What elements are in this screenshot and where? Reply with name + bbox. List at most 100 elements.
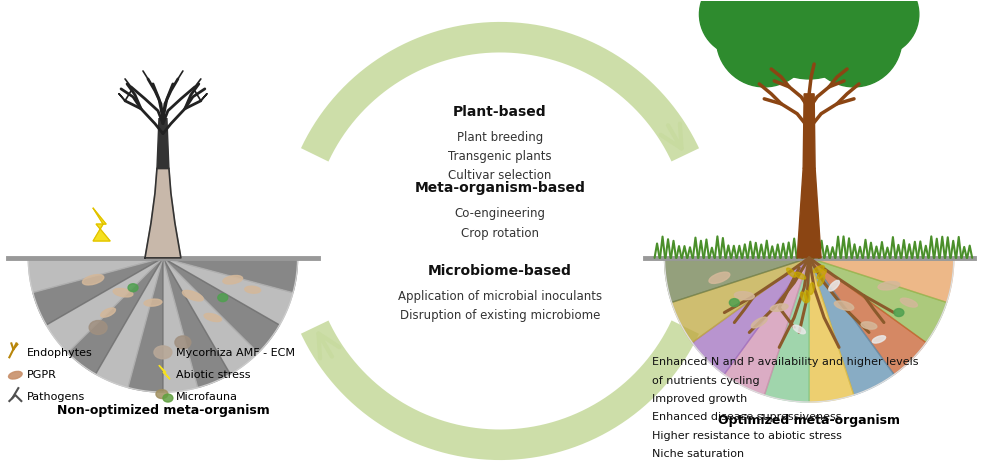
Ellipse shape <box>751 317 767 328</box>
Text: Enhanced disease supressiveness: Enhanced disease supressiveness <box>652 413 841 423</box>
Polygon shape <box>159 365 170 379</box>
Text: of nutrients cycling: of nutrients cycling <box>652 376 759 386</box>
Ellipse shape <box>878 281 900 290</box>
Text: Niche saturation: Niche saturation <box>652 449 744 459</box>
Polygon shape <box>28 258 163 293</box>
Polygon shape <box>163 258 298 293</box>
Circle shape <box>716 0 812 87</box>
Polygon shape <box>665 258 809 302</box>
Text: Endophytes: Endophytes <box>27 348 93 358</box>
Ellipse shape <box>829 280 839 291</box>
Circle shape <box>835 0 919 56</box>
Polygon shape <box>809 258 854 402</box>
Ellipse shape <box>154 346 172 359</box>
Text: Mycorhiza AMF - ECM: Mycorhiza AMF - ECM <box>176 348 295 358</box>
Ellipse shape <box>834 301 854 310</box>
Ellipse shape <box>175 336 191 349</box>
Ellipse shape <box>163 394 173 402</box>
Circle shape <box>764 0 854 20</box>
Polygon shape <box>68 258 163 374</box>
Ellipse shape <box>770 304 788 311</box>
Text: Application of microbial inoculants: Application of microbial inoculants <box>398 290 602 303</box>
Text: Plant breeding: Plant breeding <box>457 130 543 144</box>
Polygon shape <box>157 119 169 169</box>
Ellipse shape <box>734 292 754 300</box>
Circle shape <box>699 0 783 56</box>
Polygon shape <box>93 208 110 241</box>
Text: Enhanced N and P availability and higher levels: Enhanced N and P availability and higher… <box>652 357 918 367</box>
Ellipse shape <box>128 284 138 292</box>
Ellipse shape <box>729 298 739 307</box>
Text: Higher resistance to abiotic stress: Higher resistance to abiotic stress <box>652 431 841 441</box>
Text: Pathogens: Pathogens <box>27 392 86 402</box>
Ellipse shape <box>113 288 133 297</box>
Polygon shape <box>724 258 809 395</box>
Circle shape <box>796 0 872 2</box>
Text: Co-engineering: Co-engineering <box>455 207 546 220</box>
Ellipse shape <box>182 290 203 301</box>
Ellipse shape <box>900 298 917 307</box>
Polygon shape <box>128 258 163 392</box>
Text: Non-optimized meta-organism: Non-optimized meta-organism <box>57 404 269 417</box>
Ellipse shape <box>787 268 796 277</box>
Ellipse shape <box>82 275 104 285</box>
Text: Improved growth: Improved growth <box>652 394 747 404</box>
Polygon shape <box>163 258 230 387</box>
Text: Meta-organism-based: Meta-organism-based <box>415 181 585 195</box>
Circle shape <box>747 0 871 79</box>
Ellipse shape <box>861 322 877 329</box>
Ellipse shape <box>809 283 814 295</box>
Ellipse shape <box>156 390 168 398</box>
Text: Optimized meta-organism: Optimized meta-organism <box>718 414 900 427</box>
Ellipse shape <box>894 308 904 317</box>
Ellipse shape <box>818 275 825 286</box>
Ellipse shape <box>204 314 222 322</box>
Ellipse shape <box>89 320 107 335</box>
Ellipse shape <box>9 371 22 379</box>
Text: Cultivar selection: Cultivar selection <box>448 169 552 182</box>
Text: Disruption of existing microbiome: Disruption of existing microbiome <box>400 309 600 322</box>
Polygon shape <box>809 258 894 395</box>
Text: Plant-based: Plant-based <box>453 105 547 119</box>
Polygon shape <box>163 258 293 325</box>
Text: Crop rotation: Crop rotation <box>461 227 539 239</box>
Ellipse shape <box>813 266 824 273</box>
Text: PGPR: PGPR <box>27 370 57 380</box>
Ellipse shape <box>101 308 115 317</box>
Circle shape <box>746 0 822 2</box>
Polygon shape <box>96 258 163 387</box>
Polygon shape <box>764 258 809 402</box>
Ellipse shape <box>805 290 810 302</box>
Circle shape <box>806 0 902 87</box>
Text: Abiotic stress: Abiotic stress <box>176 370 250 380</box>
Ellipse shape <box>793 325 805 334</box>
Ellipse shape <box>223 276 243 284</box>
Polygon shape <box>46 258 163 353</box>
Polygon shape <box>163 258 198 392</box>
Circle shape <box>732 0 816 36</box>
Ellipse shape <box>817 269 826 279</box>
Polygon shape <box>809 258 926 375</box>
Circle shape <box>829 0 905 22</box>
Text: Transgenic plants: Transgenic plants <box>448 150 552 163</box>
Ellipse shape <box>795 272 806 279</box>
Polygon shape <box>809 258 947 343</box>
Polygon shape <box>692 258 809 375</box>
Ellipse shape <box>709 272 730 283</box>
Polygon shape <box>672 258 809 343</box>
Polygon shape <box>145 169 181 258</box>
Circle shape <box>802 0 886 36</box>
Ellipse shape <box>872 336 886 343</box>
Polygon shape <box>33 258 163 325</box>
Polygon shape <box>803 94 815 169</box>
Text: Microbiome-based: Microbiome-based <box>428 264 572 278</box>
Circle shape <box>713 0 789 22</box>
Ellipse shape <box>800 292 807 303</box>
Ellipse shape <box>144 299 162 306</box>
Polygon shape <box>797 169 821 258</box>
Ellipse shape <box>218 294 228 302</box>
Text: Microfauna: Microfauna <box>176 392 238 402</box>
Polygon shape <box>809 258 954 302</box>
Ellipse shape <box>245 286 261 293</box>
Polygon shape <box>163 258 280 353</box>
